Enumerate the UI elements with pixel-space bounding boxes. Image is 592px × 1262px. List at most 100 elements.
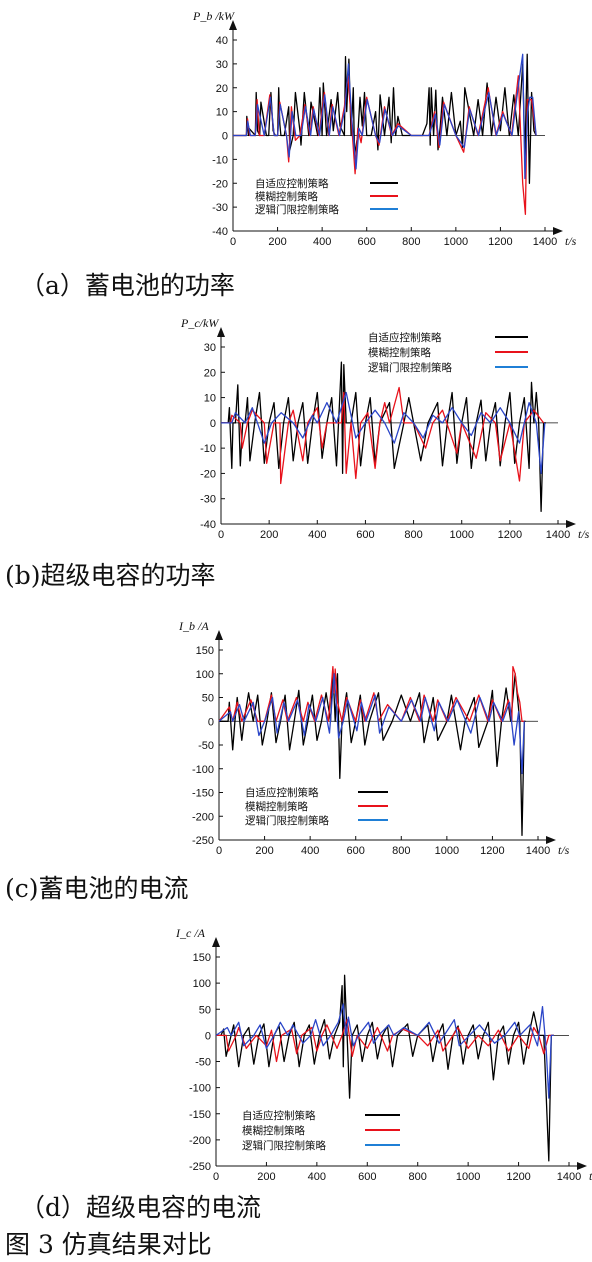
- x-axis-label: t/s: [565, 234, 577, 248]
- x-axis-arrow-icon: [566, 520, 576, 528]
- x-tick-label: 1400: [526, 845, 550, 857]
- figure-caption: 图 3 仿真结果对比: [5, 1230, 212, 1259]
- series-line-fuzzy: [216, 1019, 554, 1063]
- y-axis-arrow-icon: [229, 20, 237, 30]
- x-tick-label: 1000: [444, 236, 468, 248]
- x-tick-label: 600: [347, 845, 365, 857]
- x-axis-label: t/s: [578, 527, 590, 541]
- series-line-logic: [218, 673, 525, 775]
- x-tick-label: 0: [230, 236, 236, 248]
- y-tick-label: 20: [204, 367, 216, 379]
- x-tick-label: 1200: [506, 1171, 530, 1183]
- x-axis-arrow-icon: [577, 1162, 587, 1170]
- y-tick-label: -250: [189, 1161, 211, 1173]
- y-axis-label: I_c /A: [175, 926, 206, 940]
- y-tick-label: -30: [200, 494, 216, 506]
- series-line-logic: [221, 391, 546, 475]
- legend-label: 模糊控制策略: [242, 1124, 305, 1137]
- x-tick-label: 200: [257, 1171, 275, 1183]
- legend-label: 逻辑门限控制策略: [368, 361, 452, 374]
- y-tick-label: 50: [202, 693, 214, 705]
- x-tick-label: 400: [308, 1171, 326, 1183]
- caption-c: (c)蓄电池的电流: [5, 874, 189, 903]
- y-tick-label: -50: [198, 740, 214, 752]
- y-tick-label: 0: [222, 131, 228, 143]
- y-axis-label: I_b /A: [178, 619, 209, 633]
- x-tick-label: 1400: [533, 236, 557, 248]
- y-axis-label: P_c/kW: [180, 316, 219, 330]
- legend-label: 模糊控制策略: [368, 346, 431, 359]
- x-tick-label: 400: [308, 529, 326, 541]
- legend-label: 逻辑门限控制策略: [245, 814, 329, 827]
- legend-label: 自适应控制策略: [242, 1109, 316, 1122]
- legend-label: 自适应控制策略: [245, 786, 319, 799]
- y-axis-arrow-icon: [212, 937, 220, 947]
- y-axis-arrow-icon: [217, 327, 225, 337]
- x-tick-label: 200: [260, 529, 278, 541]
- x-tick-label: 1200: [498, 529, 522, 541]
- chart-d: -250 -200 -150 -100 -50 0 50 100 150 0 200 400 600 80…: [175, 926, 592, 1183]
- x-tick-label: 1400: [546, 529, 570, 541]
- caption-a: （a）蓄电池的功率: [20, 271, 235, 300]
- y-tick-label: 40: [216, 35, 228, 47]
- x-tick-label: 1400: [557, 1171, 581, 1183]
- x-axis-label: t/s: [558, 843, 570, 857]
- y-tick-label: 100: [193, 978, 211, 990]
- x-tick-label: 800: [402, 236, 420, 248]
- x-tick-label: 800: [404, 529, 422, 541]
- y-tick-label: 0: [205, 1030, 211, 1042]
- series-line-logic: [233, 53, 537, 180]
- legend-label: 自适应控制策略: [255, 177, 329, 190]
- x-tick-label: 1000: [449, 529, 473, 541]
- caption-b: (b)超级电容的功率: [5, 561, 216, 590]
- y-tick-label: -250: [192, 835, 214, 847]
- y-tick-label: 10: [204, 393, 216, 405]
- y-tick-label: -100: [189, 1083, 211, 1095]
- y-tick-label: 0: [210, 418, 216, 430]
- y-tick-label: -10: [212, 154, 228, 166]
- y-axis-arrow-icon: [215, 630, 223, 640]
- x-tick-label: 200: [268, 236, 286, 248]
- x-tick-label: 400: [301, 845, 319, 857]
- x-axis-arrow-icon: [553, 227, 563, 235]
- x-tick-label: 0: [216, 845, 222, 857]
- y-tick-label: 0: [208, 716, 214, 728]
- y-tick-label: -100: [192, 764, 214, 776]
- x-tick-label: 1200: [480, 845, 504, 857]
- legend-label: 逻辑门限控制策略: [242, 1139, 326, 1152]
- chart-b: -40 -30 -20 -10 0 10 20 30 0 200 400 600 800 1000 1200…: [180, 316, 590, 541]
- y-tick-label: -20: [212, 178, 228, 190]
- y-tick-label: 100: [196, 669, 214, 681]
- x-tick-label: 200: [255, 845, 273, 857]
- legend-label: 模糊控制策略: [245, 800, 308, 813]
- series-line-fuzzy: [221, 386, 545, 485]
- x-tick-label: 1200: [488, 236, 512, 248]
- legend-label: 逻辑门限控制策略: [255, 203, 339, 216]
- x-tick-label: 1000: [435, 845, 459, 857]
- y-tick-label: 20: [216, 83, 228, 95]
- x-tick-label: 600: [358, 1171, 376, 1183]
- legend-label: 模糊控制策略: [255, 190, 318, 203]
- y-tick-label: 10: [216, 107, 228, 119]
- y-tick-label: -150: [189, 1109, 211, 1121]
- x-axis-label: t/s: [589, 1169, 592, 1183]
- y-tick-label: -50: [195, 1057, 211, 1069]
- y-tick-label: -40: [212, 226, 228, 238]
- x-tick-label: 0: [218, 529, 224, 541]
- series-line-logic: [215, 1003, 554, 1099]
- y-tick-label: -40: [200, 519, 216, 531]
- caption-d: （d）超级电容的电流: [20, 1193, 262, 1222]
- y-tick-label: -30: [212, 202, 228, 214]
- chart-c: -250 -200 -150 -100 -50 0 50 100 150 0 200 400 600 80…: [178, 619, 570, 857]
- y-tick-label: 50: [199, 1004, 211, 1016]
- x-tick-label: 800: [409, 1171, 427, 1183]
- x-tick-label: 0: [213, 1171, 219, 1183]
- legend-label: 自适应控制策略: [368, 331, 442, 344]
- series-line-adaptive: [233, 53, 537, 184]
- y-tick-label: -20: [200, 468, 216, 480]
- x-tick-label: 600: [356, 529, 374, 541]
